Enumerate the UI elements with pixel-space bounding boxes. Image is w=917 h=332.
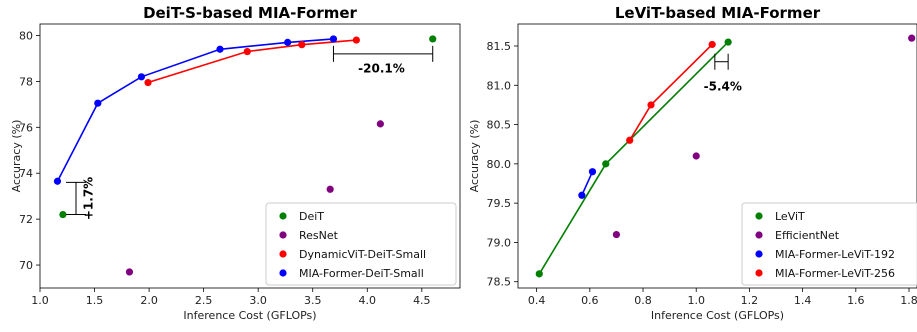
series-line-levit	[538, 41, 729, 275]
legend-entry: MIA-Former-LeViT-192	[775, 248, 895, 261]
data-point	[326, 185, 334, 193]
series-line-mia-former-deit-small	[56, 38, 334, 182]
x-tick-label: 1.2	[741, 294, 759, 307]
data-point	[216, 45, 224, 53]
legend-marker	[755, 212, 763, 220]
data-point	[724, 38, 732, 46]
x-tick-label: 1.5	[86, 294, 104, 307]
x-axis-label: Inference Cost (GFLOPs)	[651, 309, 784, 322]
data-point	[352, 36, 360, 44]
data-point	[612, 230, 621, 239]
x-axis-label: Inference Cost (GFLOPs)	[183, 309, 316, 322]
data-point	[59, 210, 67, 219]
data-point	[578, 191, 586, 199]
legend-entry: EfficientNet	[775, 229, 840, 242]
x-tick-label: 3.5	[304, 294, 322, 307]
series-line-mia-former-levit-192	[581, 171, 594, 196]
data-point	[125, 268, 134, 276]
annotation-label: +1.7%	[81, 177, 95, 220]
legend-marker	[755, 250, 763, 258]
y-tick-label: 72	[19, 213, 33, 226]
legend-marker	[279, 212, 287, 220]
y-tick-label: 81.0	[487, 79, 512, 92]
x-tick-label: 4.5	[413, 294, 431, 307]
legend: LeViT EfficientNet MIA-Former-LeViT-192 MIA…	[741, 202, 917, 286]
x-tick-label: 1.6	[847, 294, 865, 307]
y-tick-label: 76	[19, 121, 33, 134]
y-tick-label: 78.5	[487, 276, 512, 289]
data-point	[626, 136, 634, 144]
legend-entry: MIA-Former-LeViT-256	[775, 267, 895, 280]
legend-marker	[755, 269, 763, 277]
x-tick-label: 0.4	[528, 294, 546, 307]
legend-marker	[755, 231, 763, 239]
y-tick-label: 79.0	[487, 236, 512, 249]
x-tick-label: 0.6	[581, 294, 599, 307]
data-point	[298, 41, 306, 49]
x-tick-label: 1.0	[31, 294, 49, 307]
data-point	[692, 152, 700, 160]
annotation-label: -5.4%	[704, 79, 742, 93]
y-axis-label: Accuracy (%)	[10, 120, 23, 193]
series-line-mia-former-levit-256	[629, 43, 713, 141]
x-tick-label: 4.0	[359, 294, 377, 307]
data-point	[535, 270, 543, 278]
y-tick-label: 80	[19, 29, 33, 42]
legend-box	[741, 202, 917, 286]
series-line-dynamicvit-deit-small	[147, 39, 357, 84]
legend-box	[265, 202, 457, 286]
data-point	[137, 73, 146, 81]
y-axis-label: Accuracy (%)	[468, 120, 481, 193]
x-tick-label: 1.0	[687, 294, 705, 307]
y-tick-label: 78	[19, 75, 33, 88]
plot-frame	[517, 23, 917, 289]
data-point	[284, 38, 292, 46]
data-point	[908, 34, 916, 42]
legend: DeiT ResNet DynamicViT-DeiT-Small MIA-Forme…	[265, 202, 457, 286]
y-tick-label: 80.0	[487, 158, 512, 171]
legend-marker	[279, 231, 287, 239]
data-point	[243, 47, 251, 56]
data-point	[94, 99, 102, 107]
x-tick-label: 1.8	[900, 294, 917, 307]
data-point	[376, 120, 384, 128]
data-point	[602, 160, 610, 168]
legend-entry: DynamicViT-DeiT-Small	[299, 248, 426, 261]
data-point	[708, 40, 716, 49]
legend-entry: DeiT	[299, 210, 324, 223]
legend-entry: ResNet	[299, 229, 339, 242]
x-tick-label: 1.4	[794, 294, 812, 307]
data-point	[329, 35, 338, 43]
data-point	[144, 78, 152, 87]
chart-title: DeiT-S-based MIA-Former	[143, 4, 357, 22]
data-point	[53, 177, 62, 185]
y-tick-label: 74	[19, 167, 33, 180]
x-tick-label: 2.5	[195, 294, 213, 307]
y-tick-label: 80.5	[487, 119, 512, 132]
legend-marker	[279, 250, 287, 258]
data-point	[647, 101, 655, 109]
chart-title: LeViT-based MIA-Former	[615, 4, 821, 22]
x-tick-label: 0.8	[634, 294, 652, 307]
legend-entry: MIA-Former-DeiT-Small	[299, 267, 424, 280]
x-tick-label: 2.0	[140, 294, 158, 307]
data-point	[588, 168, 597, 176]
legend-marker	[279, 269, 287, 277]
y-tick-label: 81.5	[487, 40, 512, 53]
data-point	[429, 35, 437, 43]
plot-frame	[39, 23, 461, 289]
chart-2: LeViT-based MIA-Former 0.4 0.6 0.8 1.0 1.2 1.4…	[468, 4, 917, 322]
annotation-label: -20.1%	[358, 62, 405, 76]
chart-1: DeiT-S-based MIA-Former 1.0 1.5 2.0 2.5 3.0 3.…	[10, 4, 461, 322]
y-tick-label: 70	[19, 259, 33, 272]
y-tick-label: 79.5	[487, 197, 512, 210]
legend-entry: LeViT	[775, 210, 805, 223]
x-tick-label: 3.0	[249, 294, 267, 307]
